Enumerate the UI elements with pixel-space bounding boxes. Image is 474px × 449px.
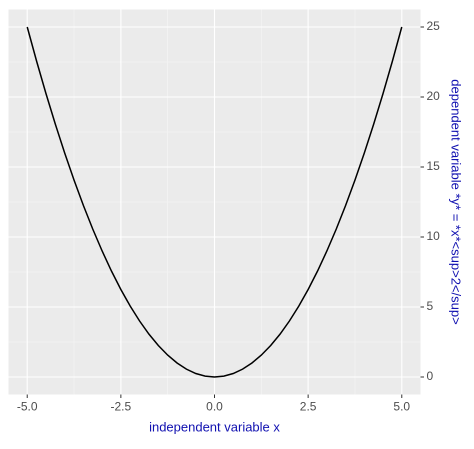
x-tick-label: -5.0 — [17, 400, 38, 414]
x-tick-label: 5.0 — [393, 400, 410, 414]
x-axis-label: independent variable x — [149, 419, 280, 434]
y-tick-label: 5 — [427, 299, 434, 313]
line — [26, 26, 403, 378]
x-tick-label: 2.5 — [300, 400, 317, 414]
x-tick-label: -2.5 — [111, 400, 132, 414]
y-tick-label: 0 — [427, 369, 434, 383]
x-tick-label: 0.0 — [206, 400, 223, 414]
y-tick-label: 25 — [427, 19, 441, 33]
y-tick-label: 10 — [427, 229, 441, 243]
y-tick-label: 15 — [427, 159, 441, 173]
y-axis-label: dependent variable *y* = *x*<sup>2</sup> — [449, 79, 464, 324]
y-tick-label: 20 — [427, 89, 441, 103]
